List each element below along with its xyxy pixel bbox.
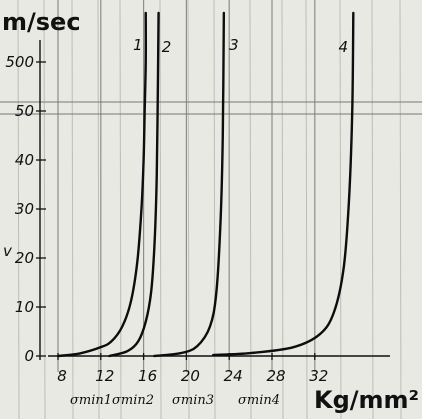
scan-line: [249, 0, 252, 419]
y-tick-label: 40: [15, 151, 34, 169]
scan-line: [339, 0, 342, 419]
y-tick-label: 50: [15, 102, 34, 120]
curve-label: 3: [229, 36, 239, 54]
background-scan-lines: [17, 0, 402, 419]
scan-line: [305, 0, 308, 419]
min-stress-label: σmin1: [70, 393, 112, 408]
scan-line: [71, 0, 74, 419]
scan-line: [119, 0, 122, 419]
x-tick-label: 24: [224, 367, 243, 385]
curve-labels: 1 2 3 4: [133, 36, 348, 56]
min-stress-label: σmin2: [112, 393, 154, 408]
y-tick-labels: 0 10 20 30 40 50 500: [5, 53, 46, 365]
min-stress-label: σmin4: [238, 393, 280, 408]
scan-line: [371, 0, 374, 419]
curve-label: 1: [133, 36, 143, 54]
y-axis-label: v: [3, 242, 13, 260]
scan-line: [399, 0, 402, 419]
x-tick-labels: 8 12 16 20 24 28 32: [57, 353, 328, 385]
y-unit-label: m/sec: [2, 8, 81, 36]
min-stress-label: σmin3: [172, 393, 214, 408]
y-tick-label: 20: [15, 249, 34, 267]
scan-line: [159, 0, 162, 419]
x-tick-label: 20: [181, 367, 200, 385]
scan-line: [213, 0, 216, 419]
series-curve-1: [56, 11, 148, 358]
series-curve-3: [153, 11, 226, 358]
series-curve-2: [108, 11, 160, 358]
min-stress-labels: σmin1 σmin2 σmin3 σmin4: [70, 393, 280, 408]
series-curve-4: [211, 11, 355, 357]
x-tick-label: 8: [57, 367, 67, 385]
y-tick-label: 10: [15, 298, 34, 316]
x-tick-label: 28: [266, 367, 285, 385]
x-tick-label: 32: [309, 367, 328, 385]
data-series: [56, 11, 355, 358]
x-tick-label: 12: [95, 367, 114, 385]
y-tick-label: 0: [24, 347, 34, 365]
curve-label: 4: [339, 38, 349, 56]
y-tick-label: 30: [15, 200, 34, 218]
y-tick-label: 500: [5, 53, 34, 71]
x-unit-label: Kg/mm²: [314, 386, 419, 414]
x-tick-label: 16: [138, 367, 157, 385]
scan-line: [187, 0, 190, 419]
chart-grid: [0, 0, 422, 372]
scan-line: [17, 0, 20, 419]
curve-label: 2: [162, 38, 172, 56]
